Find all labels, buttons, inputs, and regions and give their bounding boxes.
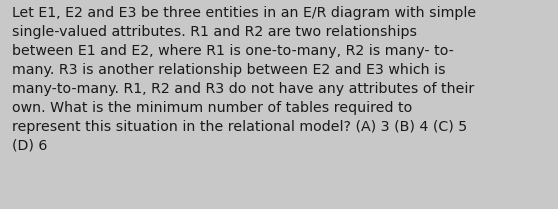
Text: Let E1, E2 and E3 be three entities in an E/R diagram with simple
single-valued : Let E1, E2 and E3 be three entities in a… bbox=[12, 6, 477, 153]
